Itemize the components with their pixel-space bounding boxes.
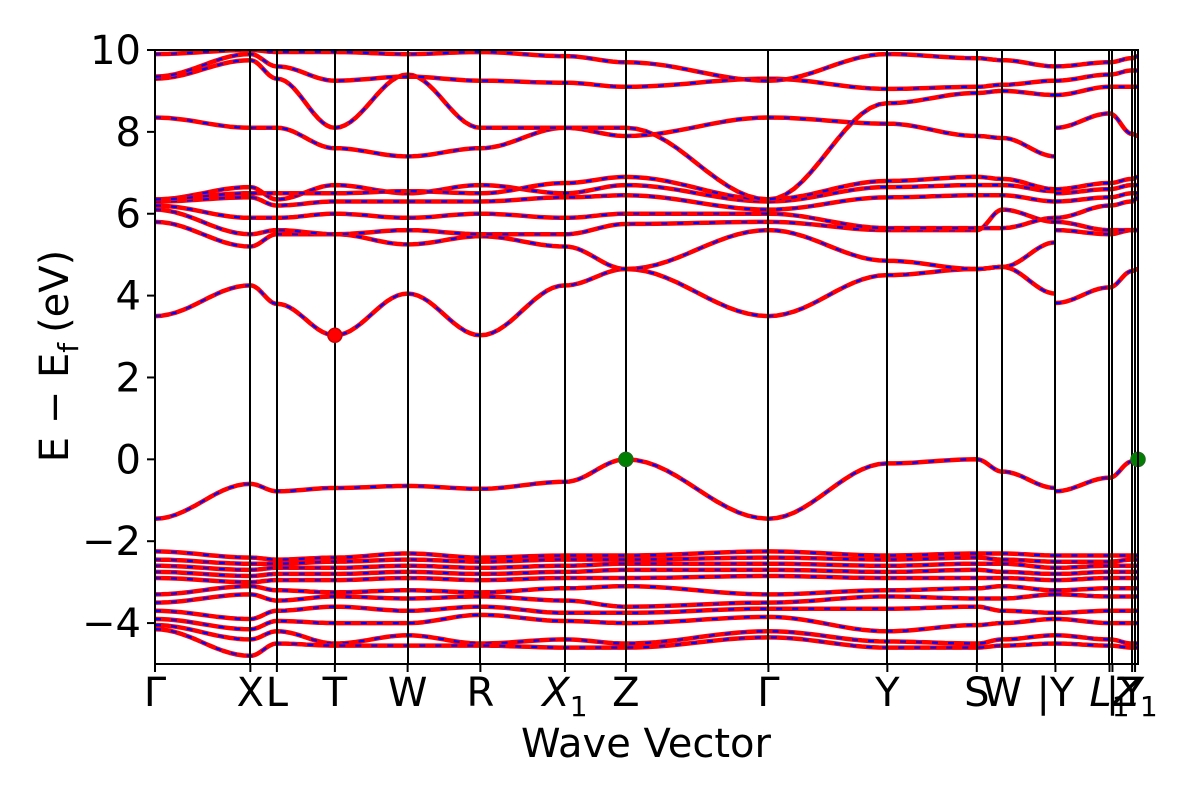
band-line-dashed (1055, 609, 1138, 614)
band-32 (155, 573, 1056, 585)
x-tick-label: Y (1119, 670, 1145, 716)
y-tick-label: 4 (116, 274, 141, 320)
plot-border (154, 49, 1139, 665)
y-axis-title: E − Ef (eV) (32, 250, 85, 463)
x-tick-label: W (388, 670, 428, 716)
band-16 (155, 115, 1056, 159)
band-27 (1055, 557, 1138, 564)
y-tick-label: 2 (116, 355, 141, 401)
x-tick-label: | (1106, 670, 1119, 716)
y-axis-ticks: −4 −2 0 2 4 6 8 10 (82, 28, 155, 647)
y-axis-title-unit: (eV) (32, 250, 78, 333)
band-23 (1055, 53, 1138, 69)
band-line-dashed (155, 116, 1056, 158)
y-tick-label: 10 (90, 28, 141, 74)
x-tick-label: W (983, 670, 1023, 716)
x-tick-label: Y (874, 670, 900, 716)
band-36 (155, 592, 1056, 609)
x-tick-label: X1 (540, 670, 587, 723)
band-37 (1055, 592, 1138, 599)
band-line-solid (1055, 53, 1138, 69)
band-line-dashed (1055, 570, 1138, 575)
band-40 (155, 612, 1056, 634)
x-tick-label: L (266, 670, 289, 716)
y-tick-label: 6 (116, 192, 141, 238)
y-axis-title-main: E − E (32, 353, 78, 463)
high-symmetry-lines (249, 50, 1136, 664)
band-line-dashed (1055, 576, 1138, 582)
band-line-solid (1055, 592, 1138, 599)
conduction-band-minimum-marker (327, 327, 343, 344)
x-tick-label: L1 (1089, 670, 1129, 723)
x-tick-label: X (237, 670, 264, 716)
band-3 (1055, 266, 1138, 306)
band-line-solid (1055, 457, 1138, 494)
band-33 (1055, 575, 1138, 583)
x-tick-label: Z (612, 670, 639, 716)
band-line-solid (1055, 569, 1138, 577)
y-tick-label: 0 (116, 437, 141, 483)
y-tick-label: 8 (116, 110, 141, 156)
band-line-solid (155, 115, 1056, 159)
band-31 (1055, 569, 1138, 577)
y-axis-title-subscript: f (52, 342, 85, 353)
x-tick-label: T (322, 670, 348, 716)
band-line-solid (1055, 557, 1138, 564)
band-29 (1055, 563, 1138, 571)
band-22 (155, 50, 1056, 83)
band-line-dashed (155, 265, 1056, 337)
band-line-solid (1055, 575, 1138, 583)
band-line-solid (1055, 84, 1138, 98)
band-line-solid (1055, 616, 1138, 626)
band-line-solid (1055, 586, 1138, 593)
band-38 (155, 604, 1056, 622)
band-line-dashed (1055, 564, 1138, 569)
x-tick-label: |Y (1036, 670, 1074, 716)
x-tick-label: Γ (144, 670, 167, 716)
band-21 (1055, 68, 1138, 83)
band-line-solid (1055, 266, 1138, 306)
band-line-dashed (1055, 593, 1138, 598)
band-2 (155, 264, 1056, 338)
band-30 (155, 567, 1056, 579)
band-line-dashed (1055, 558, 1138, 563)
band-19 (1055, 84, 1138, 98)
band-line-solid (155, 457, 1056, 521)
x-axis-ticks: Γ X L T W R X1 Z Γ Y SW |Y L1| YZ1 (144, 664, 1158, 723)
band-1 (1055, 457, 1138, 494)
band-35 (1055, 586, 1138, 593)
band-0 (155, 457, 1056, 521)
band-line-solid (1055, 608, 1138, 616)
valence-band-maximum-marker (618, 451, 634, 468)
band-line-dashed (1055, 587, 1138, 592)
band-41 (1055, 616, 1138, 626)
y-tick-label: −2 (82, 519, 141, 565)
x-tick-label: Z1 (1111, 670, 1157, 723)
band-17 (1055, 111, 1138, 139)
y-tick-label: −4 (82, 601, 141, 647)
x-tick-label: Γ (757, 670, 780, 716)
x-tick-label: S (964, 670, 989, 716)
band-line-solid (155, 264, 1056, 338)
band-line-dashed (1055, 642, 1138, 649)
band-line-dashed (1055, 617, 1138, 625)
band-34 (155, 583, 1056, 597)
bands-layer (155, 50, 1138, 659)
band-line-solid (1055, 68, 1138, 83)
band-line-solid (1055, 111, 1138, 139)
x-axis-title: Wave Vector (521, 721, 772, 767)
band-line-solid (1055, 563, 1138, 571)
plot-frame (154, 49, 1139, 665)
x-tick-label: R (466, 670, 494, 716)
markers-layer (327, 327, 1146, 468)
band-39 (1055, 608, 1138, 616)
band-line-dashed (155, 50, 1056, 82)
